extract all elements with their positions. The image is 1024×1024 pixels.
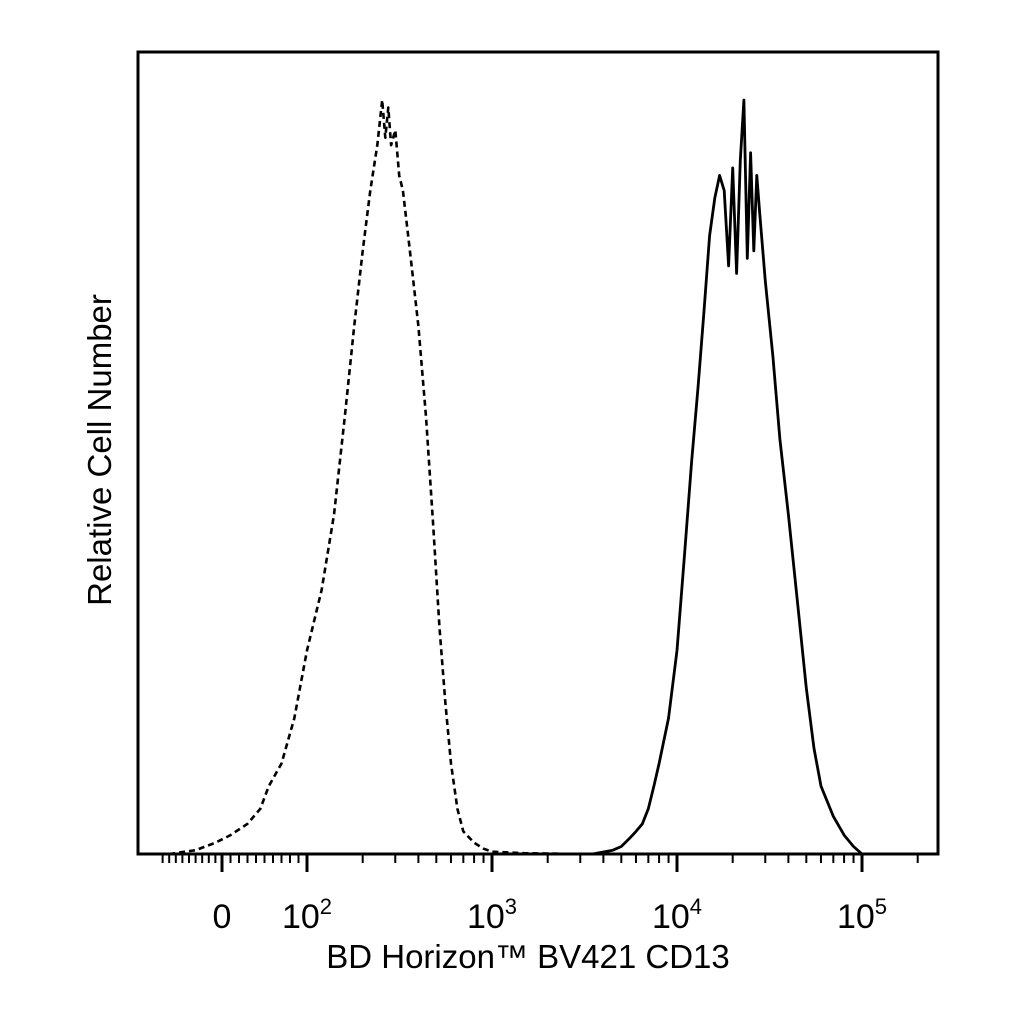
x-tick-label: 103 — [467, 894, 517, 936]
x-axis-minor-ticks — [161, 854, 919, 863]
series-dashed-line — [169, 98, 862, 856]
series-solid-line — [592, 98, 863, 856]
y-axis-title: Relative Cell Number — [81, 294, 118, 606]
x-tick-label: 102 — [282, 894, 332, 936]
x-tick-label: 0 — [213, 898, 232, 936]
x-tick-label: 105 — [837, 894, 887, 936]
x-axis-tick-labels: 0 102 103 104 105 — [213, 894, 888, 936]
x-axis-title: BD Horizon™ BV421 CD13 — [326, 938, 730, 975]
plot-frame — [136, 50, 940, 856]
x-tick-label: 104 — [652, 894, 702, 936]
x-axis-major-ticks — [220, 854, 864, 872]
series-layer — [169, 98, 863, 856]
